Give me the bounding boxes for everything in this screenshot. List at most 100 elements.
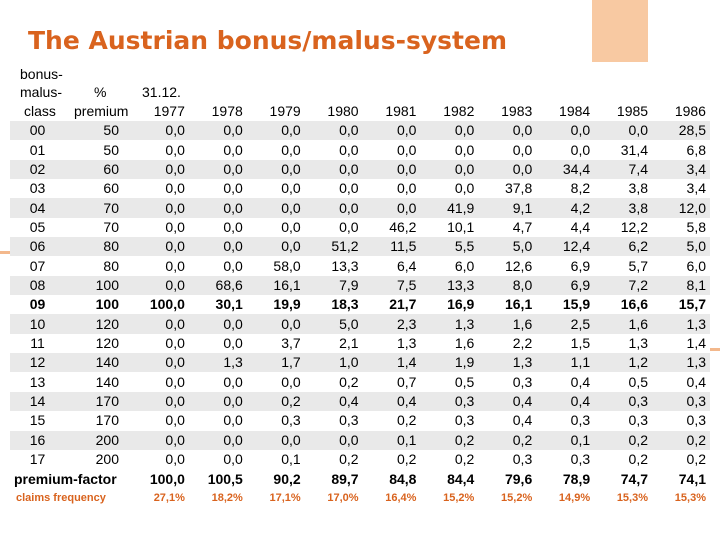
value-cell: 6,8 — [652, 140, 710, 160]
value-cell: 16,1 — [478, 295, 537, 315]
premium-cell: 200 — [65, 430, 131, 450]
premium-cell: 60 — [65, 159, 131, 180]
value-cell: 7,9 — [304, 275, 363, 296]
premium-cell: 50 — [65, 121, 131, 141]
value-cell: 0,0 — [246, 159, 305, 180]
table-row: 05 70 0,0 0,0 0,0 0,0 46,2 10,1 4,7 4,4 12,2 5,8 — [10, 217, 710, 238]
value-cell: 0,4 — [478, 391, 537, 412]
premium-cell: 100 — [65, 295, 131, 315]
value-cell: 3,8 — [594, 198, 653, 218]
class-cell: 01 — [10, 140, 65, 160]
premium-cell: 50 — [65, 140, 131, 160]
premium-cell: 140 — [65, 372, 131, 392]
value-cell: 0,3 — [478, 449, 537, 470]
value-cell: 3,8 — [594, 179, 653, 199]
value-cell: 3,4 — [652, 159, 710, 180]
value-cell: 1,3 — [362, 333, 421, 354]
claims-frequency-row-value: 14,9% — [536, 489, 595, 509]
class-cell: 04 — [10, 198, 65, 218]
value-cell: 0,0 — [131, 372, 189, 392]
table-row: 09 100 100,0 30,1 19,9 18,3 21,7 16,9 16,1 15,9 16… — [10, 295, 710, 315]
value-cell: 0,0 — [131, 430, 189, 450]
value-cell: 0,0 — [246, 198, 305, 218]
decorative-orange-block — [592, 0, 648, 62]
value-cell: 0,0 — [304, 217, 363, 238]
premium-factor-row-value: 78,9 — [536, 469, 595, 490]
value-cell: 0,3 — [536, 411, 595, 431]
value-cell: 0,0 — [246, 314, 305, 334]
premium-factor-row-value: 100,0 — [131, 469, 189, 490]
value-cell: 68,6 — [188, 275, 247, 296]
table-row: 02 60 0,0 0,0 0,0 0,0 0,0 0,0 0,0 34,4 7,4 3,4 — [10, 159, 710, 180]
value-cell: 0,2 — [478, 430, 537, 450]
value-cell: 1,6 — [594, 314, 653, 334]
premium-cell: 120 — [65, 333, 131, 354]
value-cell: 0,2 — [420, 449, 479, 470]
value-cell: 0,0 — [304, 198, 363, 218]
class-cell: 17 — [10, 449, 65, 470]
value-cell: 0,2 — [420, 430, 479, 450]
value-cell: 6,9 — [536, 256, 595, 276]
premium-factor-row-value: 84,4 — [420, 469, 479, 490]
value-cell: 0,0 — [188, 217, 247, 238]
value-cell: 0,4 — [304, 391, 363, 412]
header-bonus-line1: bonus- — [20, 66, 63, 82]
value-cell: 3,7 — [246, 333, 305, 354]
header-year-1982: 1982 — [443, 103, 475, 119]
table-row: 13 140 0,0 0,0 0,0 0,2 0,7 0,5 0,3 0,4 0,5 0,4 — [10, 372, 710, 392]
value-cell: 19,9 — [246, 295, 305, 315]
class-cell: 16 — [10, 430, 65, 450]
value-cell: 12,4 — [536, 237, 595, 257]
value-cell: 0,0 — [188, 140, 247, 160]
premium-factor-row-value: 74,1 — [652, 469, 710, 490]
value-cell: 0,0 — [131, 449, 189, 470]
value-cell: 4,2 — [536, 198, 595, 218]
class-cell: 10 — [10, 314, 65, 334]
value-cell: 0,2 — [362, 449, 421, 470]
value-cell: 0,5 — [594, 372, 653, 392]
data-table: 00 50 0,0 0,0 0,0 0,0 0,0 0,0 0,0 0,0 0,0 28,5 01 50 0… — [10, 121, 710, 509]
right-edge-mark — [706, 348, 720, 351]
value-cell: 0,3 — [304, 411, 363, 431]
value-cell: 0,3 — [594, 411, 653, 431]
value-cell: 0,0 — [131, 198, 189, 218]
value-cell: 0,0 — [304, 140, 363, 160]
value-cell: 6,0 — [652, 256, 710, 276]
value-cell: 0,0 — [420, 159, 479, 180]
value-cell: 0,1 — [362, 430, 421, 450]
table-row: 04 70 0,0 0,0 0,0 0,0 0,0 41,9 9,1 4,2 3,8 12,0 — [10, 198, 710, 218]
value-cell: 0,5 — [420, 372, 479, 392]
value-cell: 1,7 — [246, 353, 305, 373]
value-cell: 0,2 — [304, 449, 363, 470]
claims-frequency-row-value: 15,2% — [420, 489, 479, 509]
table-row: 00 50 0,0 0,0 0,0 0,0 0,0 0,0 0,0 0,0 0,0 28,5 — [10, 121, 710, 141]
value-cell: 18,3 — [304, 295, 363, 315]
value-cell: 1,0 — [304, 353, 363, 373]
value-cell: 0,0 — [420, 140, 479, 160]
value-cell: 0,0 — [594, 121, 653, 141]
value-cell: 0,0 — [362, 140, 421, 160]
table-row: 10 120 0,0 0,0 0,0 5,0 2,3 1,3 1,6 2,5 1,6 1,3 — [10, 314, 710, 334]
value-cell: 0,0 — [478, 140, 537, 160]
value-cell: 1,5 — [536, 333, 595, 354]
left-edge-mark — [0, 251, 14, 254]
table-row: 07 80 0,0 0,0 58,0 13,3 6,4 6,0 12,6 6,9 5,7 6,0 — [10, 256, 710, 276]
value-cell: 13,3 — [420, 275, 479, 296]
value-cell: 4,4 — [536, 217, 595, 238]
premium-factor-row-value: 89,7 — [304, 469, 363, 490]
class-cell: 15 — [10, 411, 65, 431]
value-cell: 0,0 — [304, 430, 363, 450]
value-cell: 15,7 — [652, 295, 710, 315]
claims-frequency-row-value: 17,1% — [246, 489, 305, 509]
header-year-1984: 1984 — [559, 103, 591, 119]
class-cell: 06 — [10, 237, 65, 257]
value-cell: 0,0 — [188, 391, 247, 412]
value-cell: 0,0 — [304, 159, 363, 180]
value-cell: 0,2 — [652, 449, 710, 470]
value-cell: 0,0 — [131, 237, 189, 257]
value-cell: 2,5 — [536, 314, 595, 334]
value-cell: 0,0 — [188, 430, 247, 450]
value-cell: 6,0 — [420, 256, 479, 276]
value-cell: 0,3 — [478, 372, 537, 392]
value-cell: 16,9 — [420, 295, 479, 315]
